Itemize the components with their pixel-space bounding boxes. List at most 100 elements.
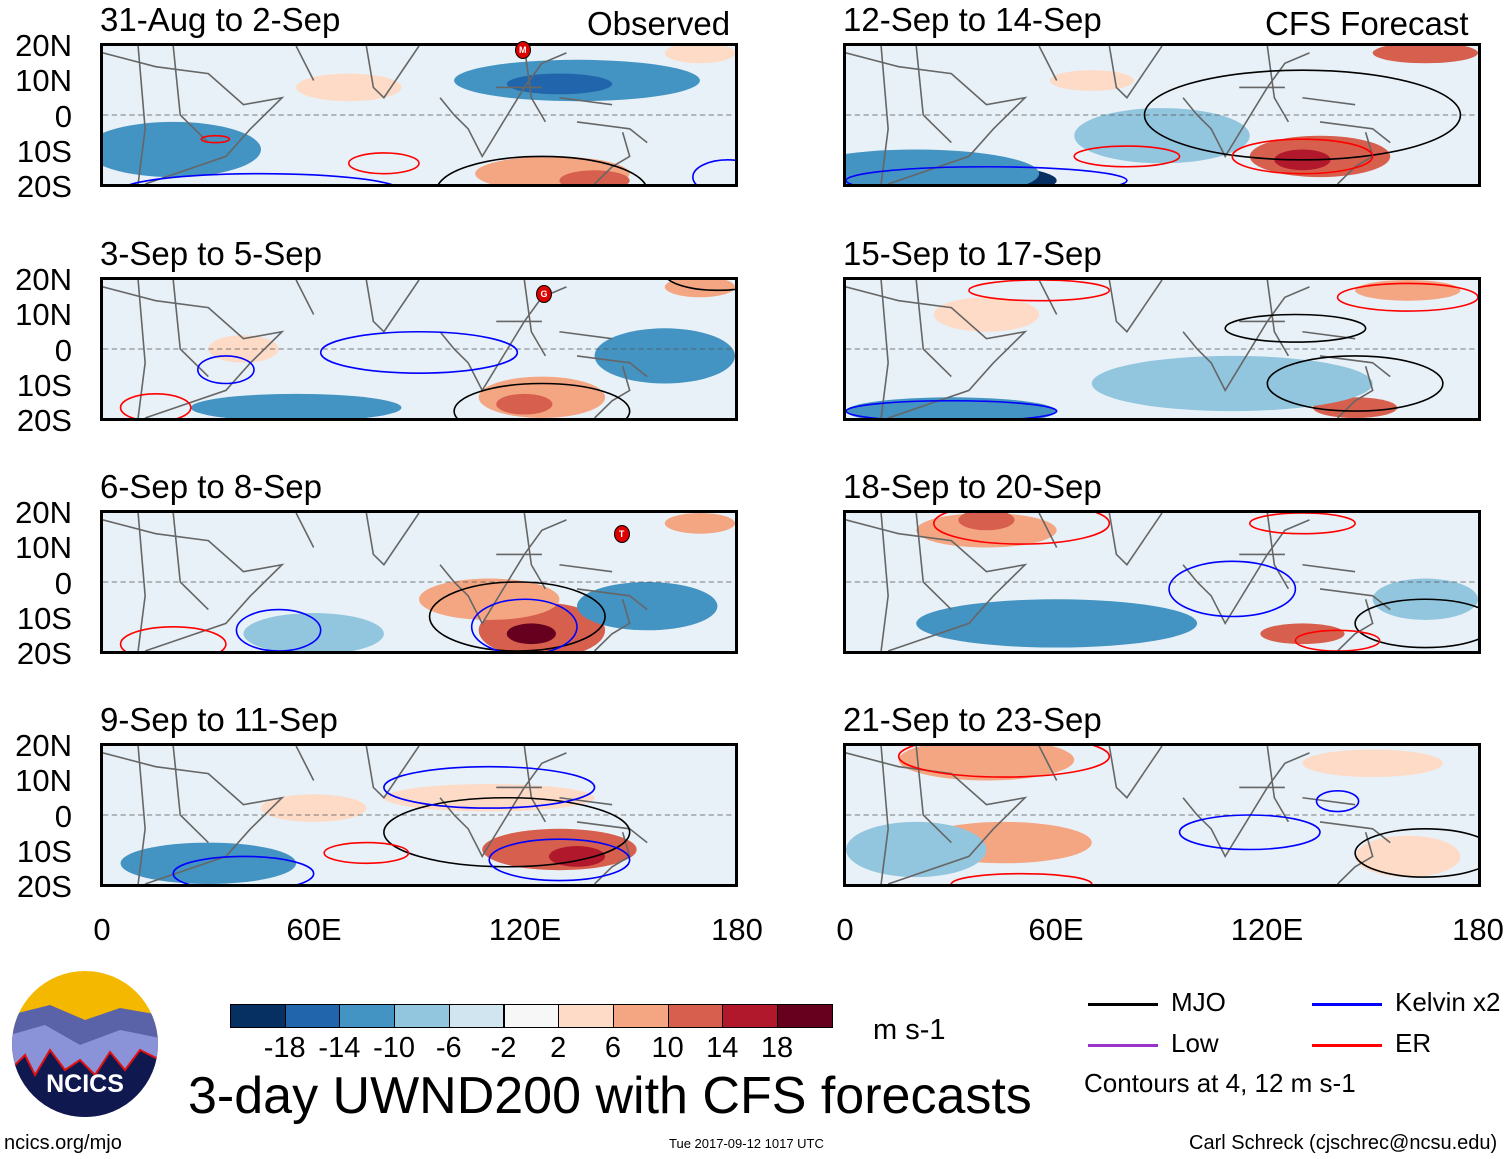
tropical-cyclone-icon: G (535, 285, 552, 304)
legend-swatch-kelvin (1312, 1003, 1382, 1006)
wave-contour (454, 384, 630, 419)
wave-contour (121, 394, 191, 418)
wave-contour (1355, 599, 1478, 647)
wind-anomaly-shading (1260, 623, 1345, 645)
wave-contour (472, 599, 577, 651)
wave-contour (201, 136, 229, 143)
map-panel-observed-4 (100, 743, 738, 887)
tropical-cyclone-icon: T (613, 525, 630, 544)
lat-label: 20S (16, 403, 72, 439)
map-panel-forecast-1 (843, 43, 1481, 187)
ncics-logo: NCICS (10, 970, 160, 1118)
colorbar-swatch (777, 1004, 833, 1028)
wave-contour (173, 856, 313, 884)
wind-anomaly-shading (419, 578, 560, 620)
wave-contour (1144, 70, 1460, 160)
site-link[interactable]: ncics.org/mjo (4, 1132, 122, 1154)
wave-contour (1232, 139, 1372, 174)
colorbar-label: -18 (263, 1032, 306, 1064)
wind-anomaly-shading (916, 599, 1198, 648)
colorbar-label: -2 (490, 1032, 517, 1064)
colorbar-label: 14 (706, 1032, 739, 1064)
wave-contour (1267, 356, 1443, 411)
legend-swatch-er (1312, 1044, 1382, 1047)
lon-label: 120E (1230, 912, 1304, 947)
wave-contour (1225, 315, 1365, 343)
lat-label: 20N (15, 495, 72, 530)
legend-label: Kelvin x2 (1395, 987, 1501, 1017)
wave-contour (121, 627, 226, 651)
lat-label: 10N (15, 530, 72, 566)
wave-contour (969, 280, 1109, 301)
wave-contour (349, 153, 419, 174)
lat-label: 20S (16, 636, 72, 672)
panel-title: 3-Sep to 5-Sep (100, 235, 322, 272)
lat-label: 10S (16, 600, 72, 636)
legend-swatch-mjo (1088, 1003, 1158, 1006)
wave-contour (1250, 513, 1355, 534)
panel-title: 6-Sep to 8-Sep (100, 468, 322, 505)
wave-contour (1316, 791, 1358, 812)
legend-label: Low (1171, 1028, 1219, 1058)
coastline (103, 280, 647, 418)
coastline (103, 46, 647, 184)
wave-contour (693, 160, 735, 184)
wave-contour (934, 513, 1110, 544)
wave-contour (1074, 146, 1179, 167)
wind-anomaly-shading (664, 46, 735, 64)
wind-anomaly-shading (243, 613, 384, 651)
wave-contour (437, 156, 648, 184)
panel-title: 15-Sep to 17-Sep (843, 235, 1102, 272)
wave-contour (121, 174, 402, 184)
colorbar-swatch (667, 1004, 724, 1028)
lon-label: 120E (488, 912, 562, 947)
map-panel-forecast-4 (843, 743, 1481, 887)
wind-anomaly-shading (296, 73, 402, 102)
wind-anomaly-shading (190, 393, 402, 418)
colorbar-label: -10 (373, 1032, 416, 1064)
panel-title: 12-Sep to 14-Sep (843, 1, 1102, 38)
lat-label: 10S (16, 367, 72, 403)
coastline (846, 513, 1390, 651)
coastline (103, 513, 647, 651)
wave-contour (384, 767, 595, 808)
lat-label: 10N (15, 297, 72, 333)
panel-title: 31-Aug to 2-Sep (100, 1, 341, 38)
map-panel-observed-2 (100, 277, 738, 421)
lat-label: 0 (54, 332, 72, 368)
wave-contour (236, 610, 320, 651)
contours-note: Contours at 4, 12 m s-1 (1084, 1068, 1356, 1098)
lon-label: 60E (1028, 912, 1084, 947)
colorbar-swatch (339, 1004, 396, 1028)
lon-label: 0 (93, 912, 111, 947)
wind-anomaly-shading (1049, 70, 1134, 91)
wind-anomaly-shading (664, 513, 735, 534)
wave-contour (198, 356, 254, 384)
lat-label: 10N (15, 763, 72, 799)
colorbar-swatch (230, 1004, 286, 1028)
wave-contour (489, 839, 629, 880)
tropical-cyclone-icon: M (514, 40, 531, 59)
lon-label: 180 (711, 912, 763, 947)
forecast-label: CFS Forecast (1265, 5, 1469, 42)
wave-contour (846, 167, 1127, 184)
figure-title: 3-day UWND200 with CFS forecasts (188, 1067, 1032, 1125)
colorbar-label: 6 (604, 1032, 621, 1064)
wind-anomaly-shading (559, 170, 630, 184)
lat-label: 20N (15, 28, 72, 63)
logo-text: NCICS (46, 1070, 124, 1098)
wind-anomaly-shading (1355, 835, 1461, 878)
wind-anomaly-shading (548, 846, 606, 867)
wind-anomaly-shading (916, 513, 1057, 548)
map-panel-forecast-3 (843, 510, 1481, 654)
author-credit: Carl Schreck (cjschrec@ncsu.edu) (1189, 1132, 1498, 1154)
wave-contour (1355, 829, 1478, 877)
wave-contour (951, 874, 1091, 884)
lat-label: 20S (16, 869, 72, 905)
map-panel-forecast-2 (843, 277, 1481, 421)
wave-contour (665, 280, 735, 290)
lat-label: 10N (15, 63, 72, 99)
lat-label: 20S (16, 169, 72, 205)
colorbar-swatch (503, 1004, 560, 1028)
